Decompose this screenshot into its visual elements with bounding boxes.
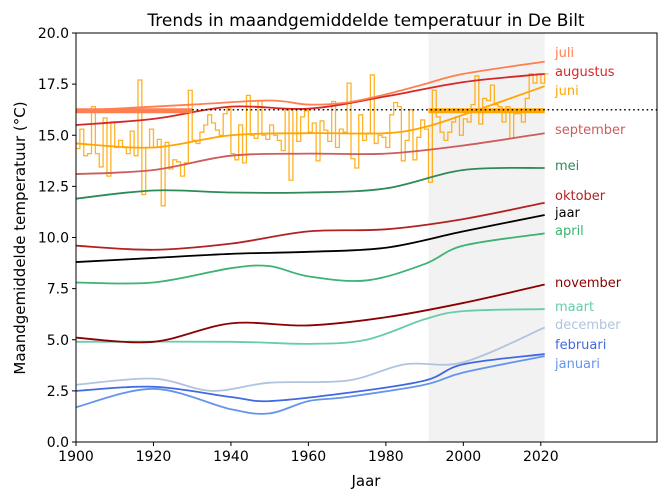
trend-line-juni — [75, 85, 545, 149]
series-label-september: september — [555, 123, 626, 138]
y-tick-label: 10.0 — [38, 231, 69, 247]
series-label-mei: mei — [555, 159, 579, 174]
trend-line-februari — [75, 353, 545, 403]
x-tick-label: 1900 — [58, 449, 94, 465]
series-label-jaar: jaar — [554, 206, 581, 221]
y-tick-label: 15.0 — [38, 128, 69, 144]
normal-period-shading — [428, 33, 545, 442]
x-tick-label: 1940 — [213, 449, 249, 465]
trend-line-november — [75, 283, 545, 344]
y-tick-label: 5.0 — [47, 333, 69, 349]
y-tick-label: 12.5 — [38, 179, 69, 195]
y-tick-label: 20.0 — [38, 26, 69, 42]
series-label-februari: februari — [555, 338, 606, 353]
trend-line-juli — [75, 60, 545, 112]
trend-line-september — [75, 132, 545, 176]
y-axis-label: Maandgemiddelde temperatuur (°C) — [11, 101, 29, 374]
trend-line-maart — [75, 308, 545, 345]
x-axis-label: Jaar — [351, 472, 382, 490]
y-tick-label: 0.0 — [47, 435, 69, 451]
x-tick-label: 2020 — [523, 449, 559, 465]
series-label-december: december — [555, 318, 621, 333]
x-tick-label: 1920 — [136, 449, 172, 465]
x-tick-label: 1980 — [368, 449, 404, 465]
trend-line-april — [75, 232, 545, 285]
y-tick-label: 2.5 — [47, 384, 69, 400]
series-label-juli: juli — [554, 46, 574, 61]
series-label-november: november — [555, 276, 622, 291]
series-label-augustus: augustus — [555, 65, 615, 80]
series-label-april: april — [555, 224, 584, 239]
series-label-juni: juni — [554, 84, 579, 99]
trend-line-december — [75, 326, 546, 392]
trend-line-jaar — [75, 214, 545, 263]
trend-line-augustus — [75, 73, 545, 126]
series-label-maart: maart — [555, 300, 594, 315]
series-label-januari: januari — [554, 357, 600, 372]
trend-line-mei — [75, 166, 545, 200]
trend-line-januari — [75, 355, 545, 415]
plot-area: juli augustus juni september mei oktober jaar a… — [38, 26, 658, 465]
x-tick-label: 2000 — [446, 449, 482, 465]
y-tick-label: 17.5 — [38, 77, 69, 93]
y-tick-label: 7.5 — [47, 282, 69, 298]
chart-title: Trends in maandgemiddelde temperatuur in… — [146, 11, 585, 31]
series-label-oktober: oktober — [555, 189, 606, 204]
trend-line-oktober — [75, 201, 545, 251]
x-tick-label: 1960 — [291, 449, 327, 465]
